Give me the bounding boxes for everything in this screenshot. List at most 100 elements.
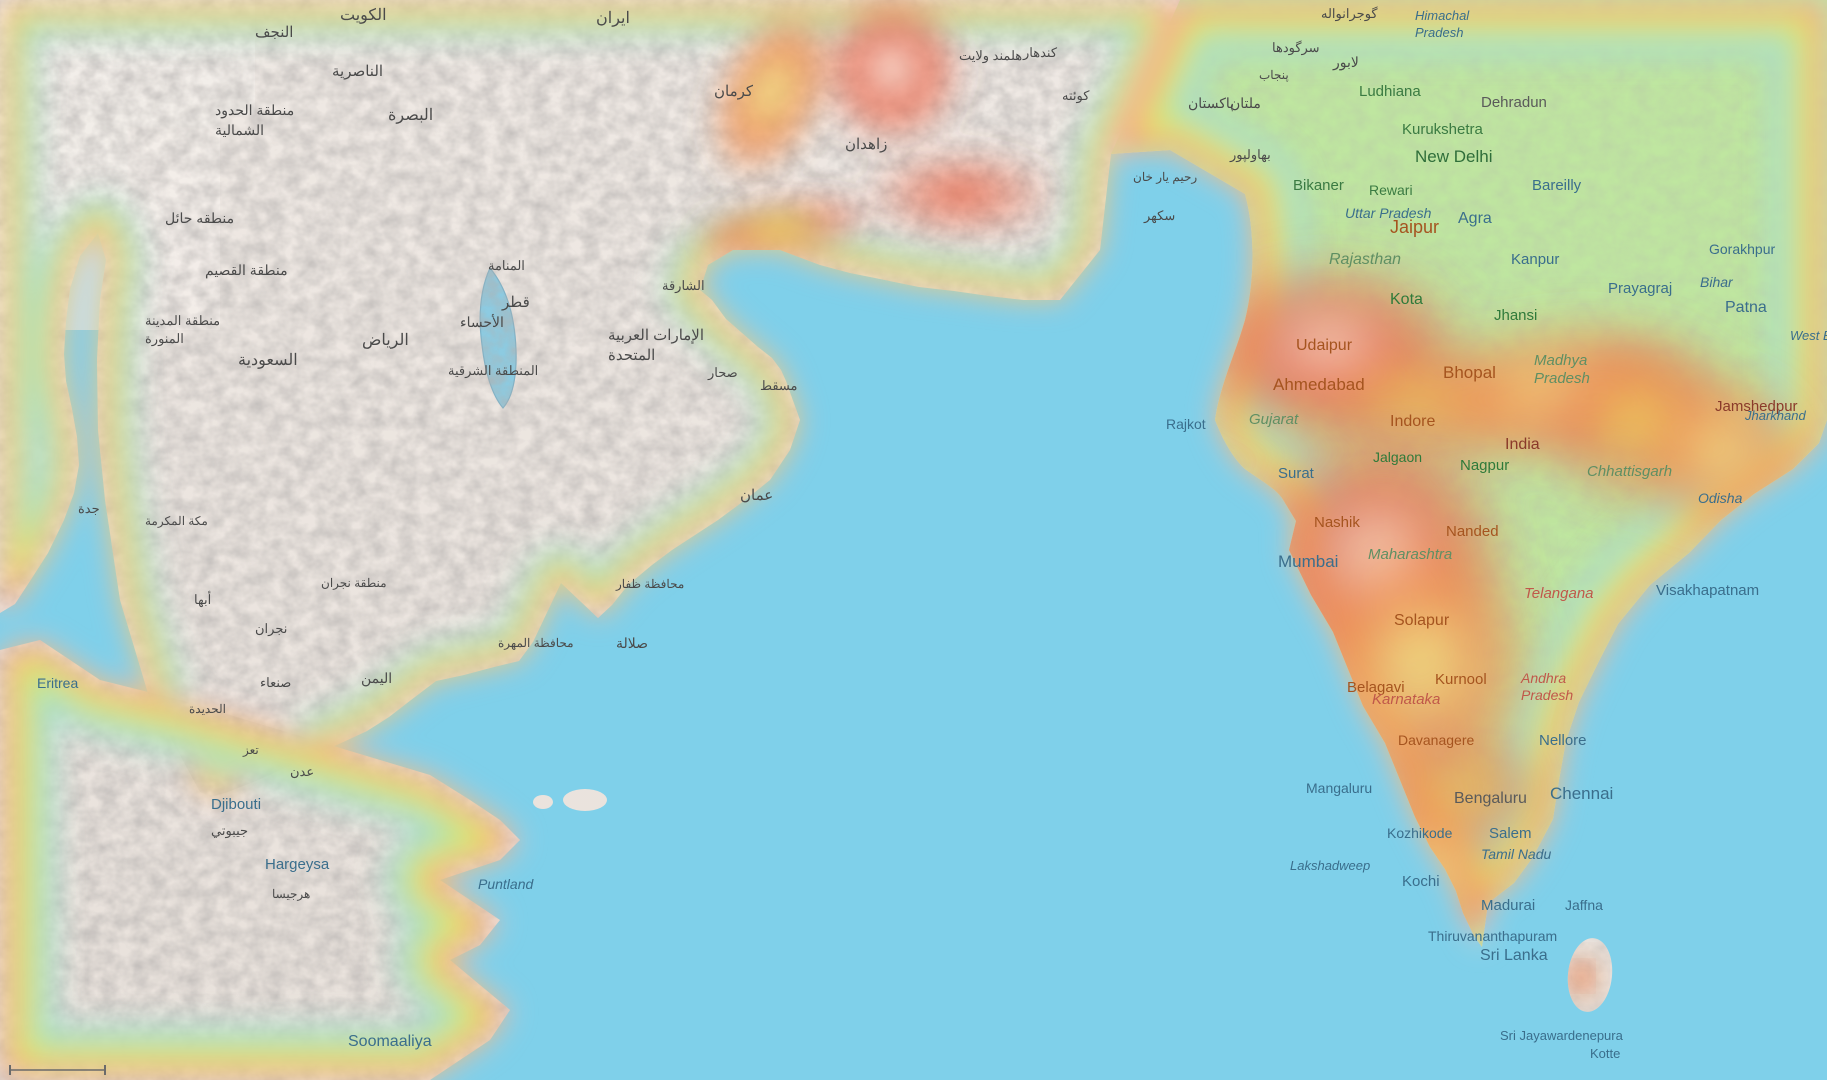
svg-text:المتحدة: المتحدة <box>608 347 655 364</box>
svg-text:محافظة ظفار: محافظة ظفار <box>615 577 684 591</box>
svg-text:Gorakhpur: Gorakhpur <box>1709 241 1775 257</box>
svg-text:الناصرية: الناصرية <box>332 63 383 80</box>
svg-text:Telangana: Telangana <box>1524 585 1594 602</box>
svg-text:أبها: أبها <box>194 591 211 608</box>
svg-text:Djibouti: Djibouti <box>211 796 261 813</box>
svg-text:Soomaaliya: Soomaaliya <box>348 1033 432 1050</box>
svg-text:Thiruvananthapuram: Thiruvananthapuram <box>1428 928 1557 944</box>
svg-text:Mumbai: Mumbai <box>1278 552 1338 571</box>
svg-text:Odisha: Odisha <box>1698 490 1743 506</box>
svg-text:Solapur: Solapur <box>1394 612 1450 629</box>
svg-text:Bareilly: Bareilly <box>1532 177 1582 194</box>
svg-text:Himachal: Himachal <box>1415 8 1470 23</box>
svg-text:Sri Lanka: Sri Lanka <box>1480 947 1548 964</box>
svg-text:Agra: Agra <box>1458 210 1492 227</box>
svg-text:Ahmedabad: Ahmedabad <box>1273 375 1365 394</box>
svg-text:Bikaner: Bikaner <box>1293 177 1344 194</box>
svg-text:هرجيسا: هرجيسا <box>272 887 310 901</box>
svg-text:Ludhiana: Ludhiana <box>1359 83 1421 100</box>
svg-text:Kanpur: Kanpur <box>1511 251 1559 268</box>
svg-text:Kurukshetra: Kurukshetra <box>1402 121 1484 138</box>
svg-text:عمان: عمان <box>740 487 773 504</box>
svg-text:جدة: جدة <box>78 501 100 516</box>
svg-text:Dehradun: Dehradun <box>1481 94 1547 111</box>
svg-text:منطقة المدينة: منطقة المدينة <box>145 313 220 328</box>
svg-text:Bhopal: Bhopal <box>1443 363 1496 382</box>
svg-text:India: India <box>1505 436 1540 453</box>
svg-text:المنامة: المنامة <box>488 258 525 273</box>
svg-text:Sri Jayawardenepura: Sri Jayawardenepura <box>1500 1028 1624 1043</box>
svg-text:السعودية: السعودية <box>238 352 298 369</box>
svg-text:Bengaluru: Bengaluru <box>1454 790 1527 807</box>
svg-text:منطقة القصيم: منطقة القصيم <box>205 262 288 279</box>
svg-text:مكة المكرمة: مكة المكرمة <box>145 514 208 528</box>
svg-text:ایران: ایران <box>596 10 630 27</box>
svg-text:پنجاب: پنجاب <box>1259 68 1289 82</box>
svg-text:الشمالية: الشمالية <box>215 122 264 138</box>
svg-text:محافظة المهرة: محافظة المهرة <box>498 636 574 650</box>
svg-text:النجف: النجف <box>255 24 293 41</box>
svg-text:Jaffna: Jaffna <box>1565 897 1603 913</box>
svg-text:کرمان: کرمان <box>714 83 754 100</box>
svg-text:Rajkot: Rajkot <box>1166 416 1206 432</box>
svg-text:Karnataka: Karnataka <box>1372 691 1440 708</box>
svg-text:المنطقة الشرقية: المنطقة الشرقية <box>448 363 538 379</box>
svg-text:الرياض: الرياض <box>362 332 409 349</box>
svg-text:Pradesh: Pradesh <box>1534 370 1590 387</box>
svg-text:الشارقة: الشارقة <box>662 278 705 294</box>
svg-text:Chennai: Chennai <box>1550 784 1613 803</box>
svg-text:Pradesh: Pradesh <box>1521 687 1573 703</box>
svg-text:Nanded: Nanded <box>1446 523 1499 540</box>
svg-text:عدن: عدن <box>290 764 314 779</box>
svg-text:Surat: Surat <box>1278 465 1315 482</box>
svg-text:قطر: قطر <box>501 294 530 311</box>
svg-text:Patna: Patna <box>1725 299 1767 316</box>
svg-text:Indore: Indore <box>1390 413 1435 430</box>
svg-text:Udaipur: Udaipur <box>1296 337 1353 354</box>
svg-text:کوئته: کوئته <box>1062 88 1090 104</box>
svg-text:اليمن: اليمن <box>361 670 392 687</box>
svg-text:زاهدان: زاهدان <box>845 136 887 153</box>
svg-text:مسقط: مسقط <box>760 378 797 393</box>
svg-text:Gujarat: Gujarat <box>1249 411 1299 428</box>
svg-text:الإمارات العربية: الإمارات العربية <box>608 327 704 344</box>
svg-text:Chhattisgarh: Chhattisgarh <box>1587 463 1672 480</box>
svg-text:Nellore: Nellore <box>1539 732 1587 749</box>
svg-text:جيبوتي: جيبوتي <box>211 823 248 839</box>
svg-text:Andhra: Andhra <box>1520 670 1566 686</box>
svg-text:الكويت: الكويت <box>340 7 387 24</box>
svg-text:رحيم يار خان: رحيم يار خان <box>1133 170 1197 184</box>
svg-text:Madurai: Madurai <box>1481 897 1535 914</box>
svg-text:المنورة: المنورة <box>145 331 184 347</box>
svg-text:Kurnool: Kurnool <box>1435 671 1487 688</box>
svg-text:West Bengal: West Bengal <box>1790 328 1827 343</box>
svg-text:Eritrea: Eritrea <box>37 675 78 691</box>
svg-text:Puntland: Puntland <box>478 876 534 892</box>
svg-text:Uttar Pradesh: Uttar Pradesh <box>1345 205 1432 221</box>
svg-text:صحار: صحار <box>707 365 738 381</box>
svg-text:ملتان: ملتان <box>1230 95 1261 111</box>
svg-text:گوجرانواله: گوجرانواله <box>1321 6 1378 22</box>
svg-text:Pradesh: Pradesh <box>1415 25 1463 40</box>
svg-text:Kotte: Kotte <box>1590 1046 1620 1061</box>
svg-text:نجران: نجران <box>255 621 287 637</box>
svg-text:البصرة: البصرة <box>388 107 433 124</box>
svg-text:پاکستان: پاکستان <box>1188 95 1234 112</box>
svg-text:صلالة: صلالة <box>616 635 648 651</box>
svg-text:Maharashtra: Maharashtra <box>1368 546 1452 563</box>
svg-text:New Delhi: New Delhi <box>1415 147 1492 166</box>
svg-text:هلمند ولايت: هلمند ولايت <box>959 48 1022 64</box>
svg-text:منطقه حائل: منطقه حائل <box>165 210 234 226</box>
svg-text:Davanagere: Davanagere <box>1398 732 1474 748</box>
svg-text:Kochi: Kochi <box>1402 873 1440 890</box>
svg-text:تعز: تعز <box>242 743 259 757</box>
svg-text:سرگودها: سرگودها <box>1272 40 1320 56</box>
svg-text:Hargeysa: Hargeysa <box>265 856 330 873</box>
svg-text:Madhya: Madhya <box>1534 352 1587 369</box>
svg-text:بهاولپور: بهاولپور <box>1229 147 1271 163</box>
svg-text:لابور: لابور <box>1332 54 1359 71</box>
svg-text:منطقة نجران: منطقة نجران <box>321 576 387 590</box>
svg-text:Jharkhand: Jharkhand <box>1744 408 1806 423</box>
svg-text:Lakshadweep: Lakshadweep <box>1290 858 1370 873</box>
svg-text:الأحساء: الأحساء <box>460 313 504 330</box>
